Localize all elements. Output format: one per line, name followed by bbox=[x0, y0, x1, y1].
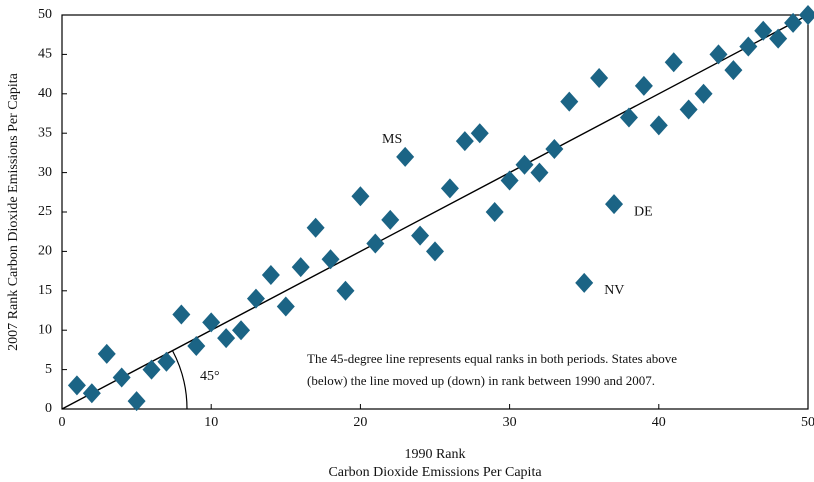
point bbox=[575, 272, 594, 293]
point bbox=[306, 217, 325, 238]
point bbox=[202, 312, 221, 333]
point bbox=[246, 288, 265, 309]
point bbox=[172, 304, 191, 325]
note-line: The 45-degree line represents equal rank… bbox=[307, 351, 677, 366]
x-axis-sublabel: Carbon Dioxide Emissions Per Capita bbox=[328, 465, 542, 480]
y-axis-label: 2007 Rank Carbon Dioxide Emissions Per C… bbox=[6, 72, 21, 350]
point bbox=[187, 335, 206, 356]
x-tick-label: 20 bbox=[353, 415, 367, 430]
point bbox=[142, 359, 161, 380]
point bbox=[291, 257, 310, 278]
point bbox=[321, 249, 340, 270]
point bbox=[411, 225, 430, 246]
y-tick-label: 10 bbox=[38, 322, 52, 337]
point bbox=[381, 209, 400, 230]
point-label: MS bbox=[382, 132, 402, 147]
y-tick-label: 35 bbox=[38, 125, 52, 140]
y-tick-label: 30 bbox=[38, 165, 52, 180]
point bbox=[500, 170, 519, 191]
point bbox=[157, 351, 176, 372]
x-tick-label: 10 bbox=[204, 415, 218, 430]
point bbox=[769, 28, 788, 49]
point bbox=[515, 154, 534, 175]
point bbox=[545, 138, 564, 159]
y-tick-label: 40 bbox=[38, 86, 52, 101]
y-tick-label: 5 bbox=[45, 362, 52, 377]
angle-arc bbox=[171, 350, 188, 410]
point bbox=[112, 367, 131, 388]
y-tick-label: 50 bbox=[38, 7, 52, 22]
point bbox=[351, 186, 370, 207]
point bbox=[709, 44, 728, 65]
x-tick-label: 0 bbox=[59, 415, 66, 430]
point bbox=[455, 131, 474, 152]
x-tick-label: 40 bbox=[652, 415, 666, 430]
point bbox=[799, 5, 814, 25]
point bbox=[664, 52, 683, 73]
point bbox=[426, 241, 444, 262]
point bbox=[530, 162, 549, 183]
point bbox=[605, 194, 624, 215]
point bbox=[97, 343, 116, 364]
point bbox=[754, 20, 773, 41]
point bbox=[82, 383, 101, 404]
x-axis-label: 1990 Rank bbox=[404, 447, 465, 462]
point bbox=[590, 68, 609, 89]
point bbox=[217, 328, 236, 349]
point-label: DE bbox=[634, 204, 653, 219]
point bbox=[470, 123, 489, 144]
point bbox=[232, 320, 251, 341]
point bbox=[724, 60, 743, 81]
point bbox=[634, 75, 653, 96]
point bbox=[679, 99, 698, 120]
x-tick-label: 50 bbox=[801, 415, 814, 430]
y-tick-label: 15 bbox=[38, 283, 52, 298]
point bbox=[694, 83, 713, 104]
point bbox=[276, 296, 295, 317]
point bbox=[67, 375, 86, 396]
point bbox=[649, 115, 668, 136]
y-tick-label: 45 bbox=[38, 47, 52, 62]
point bbox=[560, 91, 579, 112]
point bbox=[396, 146, 415, 167]
point-label: NV bbox=[604, 283, 624, 298]
y-tick-label: 25 bbox=[38, 204, 52, 219]
point bbox=[336, 280, 355, 301]
note-line: (below) the line moved up (down) in rank… bbox=[307, 373, 655, 388]
point bbox=[739, 36, 758, 57]
point bbox=[366, 233, 385, 254]
x-tick-label: 30 bbox=[503, 415, 517, 430]
point bbox=[127, 391, 146, 412]
reference-line bbox=[61, 14, 809, 410]
point bbox=[619, 107, 638, 128]
y-tick-label: 20 bbox=[38, 244, 52, 259]
point bbox=[784, 12, 803, 33]
y-tick-label: 0 bbox=[45, 401, 52, 416]
point bbox=[485, 202, 504, 222]
angle-label: 45° bbox=[200, 369, 220, 384]
point bbox=[261, 265, 280, 286]
point bbox=[440, 178, 459, 199]
